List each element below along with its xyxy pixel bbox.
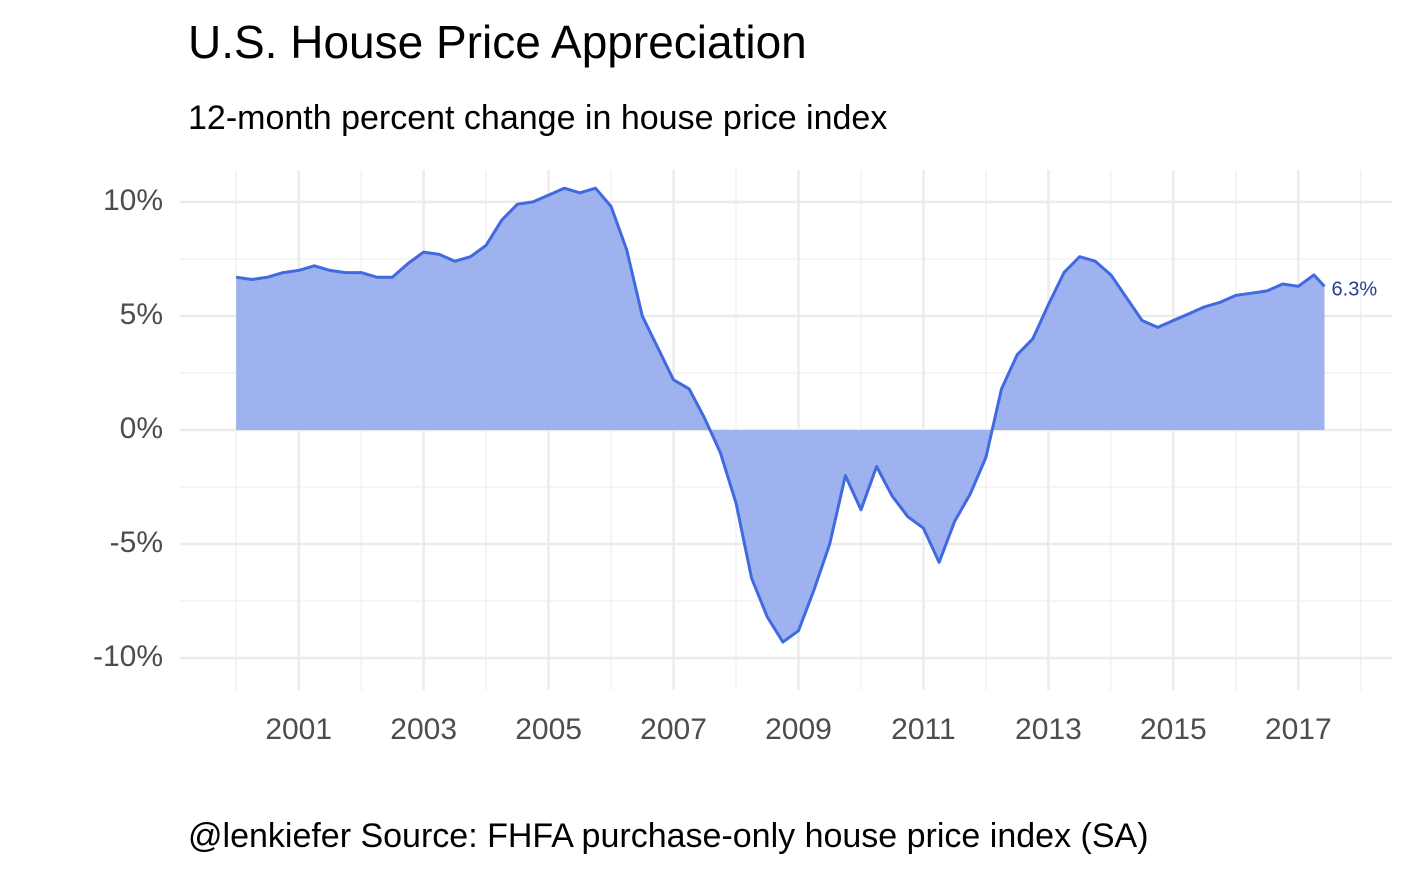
chart-caption: @lenkiefer Source: FHFA purchase-only ho… [188, 817, 1149, 855]
y-tick-label: -10% [93, 640, 163, 673]
x-tick-label: 2009 [765, 713, 832, 746]
end-label: 6.3% [1332, 279, 1378, 301]
y-tick-label: 0% [120, 412, 163, 445]
y-tick-label: 5% [120, 298, 163, 331]
y-tick-label: 10% [103, 184, 163, 217]
x-tick-label: 2013 [1015, 713, 1082, 746]
x-tick-label: 2017 [1265, 713, 1332, 746]
area [236, 188, 1325, 643]
x-tick-label: 2001 [265, 713, 332, 746]
y-tick-label: -5% [110, 526, 163, 559]
x-tick-label: 2003 [390, 713, 457, 746]
x-tick-label: 2007 [640, 713, 707, 746]
chart-subtitle: 12-month percent change in house price i… [188, 99, 887, 137]
x-tick-label: 2011 [891, 713, 956, 746]
x-tick-label: 2015 [1140, 713, 1207, 746]
line [235, 186, 1326, 644]
x-tick-label: 2005 [515, 713, 582, 746]
chart-title: U.S. House Price Appreciation [188, 16, 807, 68]
